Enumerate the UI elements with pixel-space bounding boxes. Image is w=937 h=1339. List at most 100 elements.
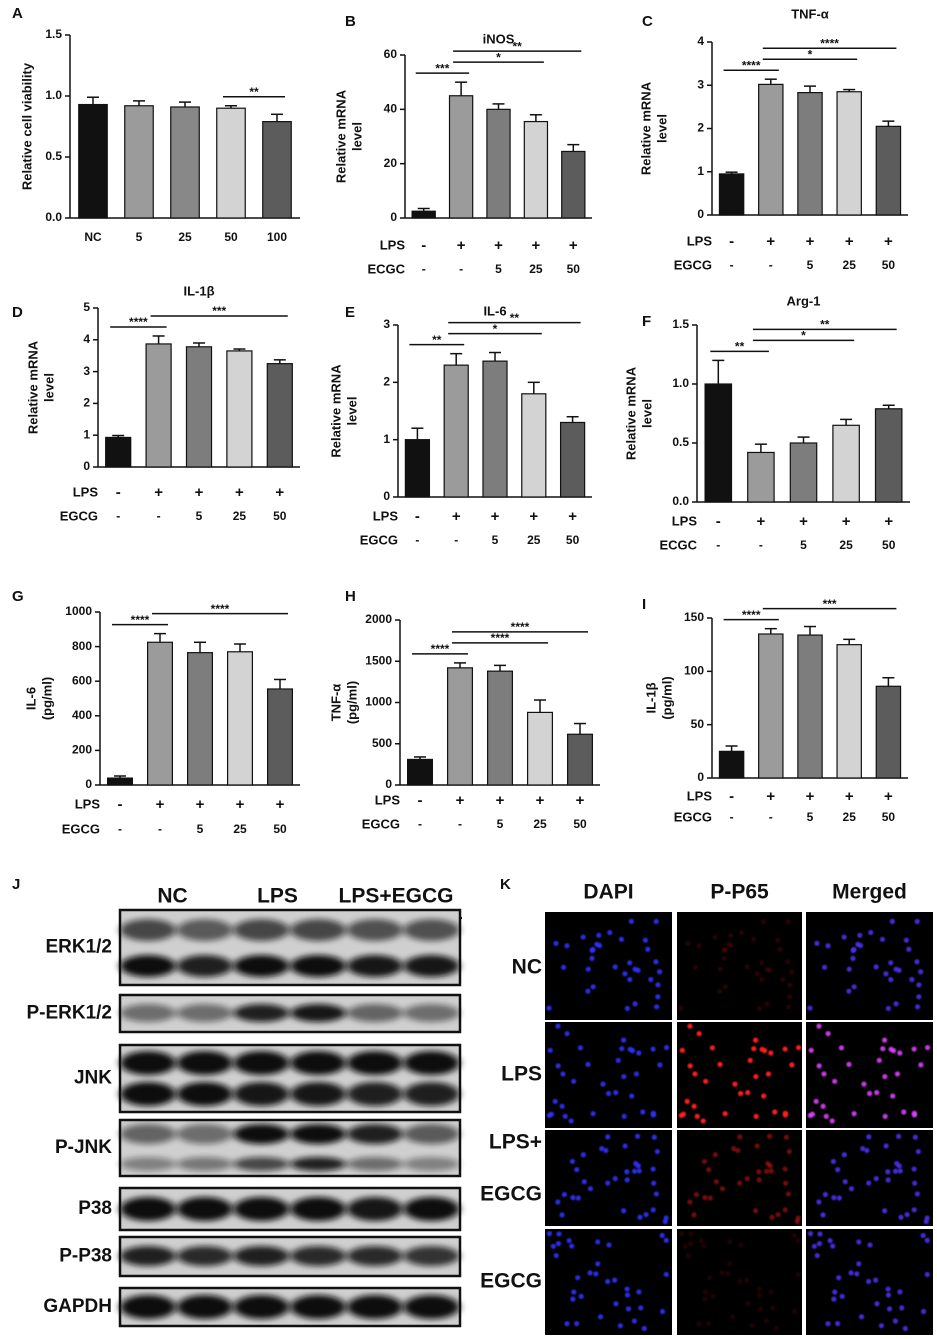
cell-nucleus bbox=[770, 1305, 776, 1311]
cell-nucleus bbox=[879, 936, 886, 942]
blot-band bbox=[233, 1197, 290, 1221]
cell-nucleus bbox=[642, 937, 648, 943]
bar bbox=[170, 106, 200, 219]
cell-nucleus bbox=[883, 1143, 889, 1149]
bar bbox=[411, 210, 436, 219]
bar bbox=[226, 350, 253, 468]
panel-letter: J bbox=[12, 876, 20, 893]
blot-band bbox=[176, 1004, 233, 1022]
cell-nucleus bbox=[580, 1152, 586, 1158]
blot-band bbox=[176, 1157, 233, 1171]
x-row-value: 25 bbox=[233, 509, 247, 523]
y-tick-label: 400 bbox=[72, 708, 92, 722]
chart-title: IL-6 bbox=[483, 303, 506, 318]
x-row-value: 50 bbox=[567, 262, 581, 276]
cell-nucleus bbox=[753, 1113, 759, 1119]
cell-nucleus bbox=[635, 967, 641, 973]
cell-nucleus bbox=[547, 1047, 553, 1053]
cell-nucleus bbox=[645, 946, 651, 952]
y-tick-label: 0.0 bbox=[672, 494, 689, 508]
cell-nucleus bbox=[820, 1103, 826, 1109]
blot-band bbox=[290, 1295, 347, 1319]
cell-nucleus bbox=[880, 1046, 886, 1052]
panel-letter: I bbox=[642, 596, 646, 613]
cell-nucleus bbox=[663, 1044, 670, 1051]
bar bbox=[797, 634, 823, 779]
group-label: LPS+EGCG bbox=[339, 885, 454, 908]
x-row-label: LPS bbox=[380, 237, 406, 252]
cell-nucleus bbox=[621, 1037, 627, 1043]
cell-nucleus bbox=[903, 937, 909, 943]
micrograph bbox=[677, 912, 802, 1020]
bar bbox=[443, 364, 469, 498]
cell-nucleus bbox=[786, 1148, 792, 1155]
blot-band bbox=[403, 1157, 460, 1171]
x-row-value: + bbox=[569, 237, 578, 254]
cell-nucleus bbox=[692, 964, 699, 970]
x-row-value: + bbox=[529, 508, 538, 525]
cell-nucleus bbox=[860, 1146, 866, 1152]
cell-nucleus bbox=[822, 1191, 829, 1198]
cell-nucleus bbox=[788, 969, 795, 975]
cell-nucleus bbox=[832, 1078, 838, 1084]
x-row-value: - bbox=[454, 533, 458, 547]
cell-nucleus bbox=[548, 1111, 555, 1117]
x-row-value: - bbox=[118, 796, 123, 813]
cell-nucleus bbox=[636, 1168, 642, 1174]
cell-nucleus bbox=[594, 941, 600, 947]
cell-nucleus bbox=[719, 1270, 725, 1276]
panel-letter: F bbox=[642, 313, 651, 330]
panel-letter: C bbox=[642, 13, 653, 30]
significance-label: * bbox=[493, 322, 498, 336]
x-row-label: LPS bbox=[687, 788, 713, 803]
cell-nucleus bbox=[701, 1243, 707, 1249]
cell-nucleus bbox=[596, 932, 602, 938]
bar bbox=[874, 408, 903, 503]
cell-nucleus bbox=[785, 959, 791, 965]
y-axis-label: level bbox=[654, 114, 669, 143]
blot-band bbox=[346, 1197, 403, 1221]
y-tick-label: 3 bbox=[697, 77, 704, 91]
x-row-label: ECGC bbox=[367, 261, 405, 276]
blot-band bbox=[233, 1082, 290, 1106]
group-label: NC bbox=[157, 885, 187, 908]
y-tick-label: 1500 bbox=[365, 653, 392, 667]
y-axis-label: IL-6 bbox=[23, 687, 38, 710]
y-tick-label: 2 bbox=[83, 396, 90, 410]
cell-nucleus bbox=[696, 1031, 702, 1037]
bar bbox=[758, 83, 784, 216]
x-row-value: + bbox=[275, 484, 284, 501]
bar bbox=[526, 711, 553, 786]
y-axis-label: level bbox=[344, 397, 359, 426]
cell-nucleus bbox=[732, 1081, 738, 1087]
cell-nucleus bbox=[904, 1211, 910, 1218]
blot-row-label: ERK1/2 bbox=[45, 937, 112, 958]
chart-panel: A Relative cell viability 0.0 0.5 1.0 1.5 NC 5 2… bbox=[12, 5, 300, 244]
cell-nucleus bbox=[902, 1325, 908, 1332]
group-label: LPS bbox=[257, 885, 298, 908]
cell-nucleus bbox=[706, 1320, 712, 1327]
blot-band bbox=[403, 955, 460, 977]
cell-nucleus bbox=[710, 1293, 716, 1299]
x-row-value: + bbox=[766, 233, 775, 250]
blot-band bbox=[233, 1051, 290, 1075]
x-row-value: 5 bbox=[196, 509, 203, 523]
cell-nucleus bbox=[885, 1177, 891, 1183]
significance-label: **** bbox=[820, 36, 839, 50]
x-row-value: 50 bbox=[882, 810, 896, 824]
x-row-value: - bbox=[716, 513, 721, 530]
cell-nucleus bbox=[703, 1289, 709, 1295]
cell-nucleus bbox=[613, 1089, 619, 1096]
cell-nucleus bbox=[838, 1045, 845, 1051]
blot-band bbox=[346, 1246, 403, 1266]
x-row-value: - bbox=[729, 788, 734, 805]
cell-nucleus bbox=[717, 1061, 723, 1067]
x-row-value: - bbox=[415, 508, 420, 525]
cell-nucleus bbox=[691, 1103, 697, 1109]
cell-nucleus bbox=[571, 1078, 577, 1084]
significance-label: **** bbox=[742, 608, 761, 622]
micrograph bbox=[677, 1022, 802, 1128]
cell-nucleus bbox=[889, 918, 895, 924]
cell-nucleus bbox=[876, 1057, 882, 1063]
cell-nucleus bbox=[856, 1239, 862, 1245]
